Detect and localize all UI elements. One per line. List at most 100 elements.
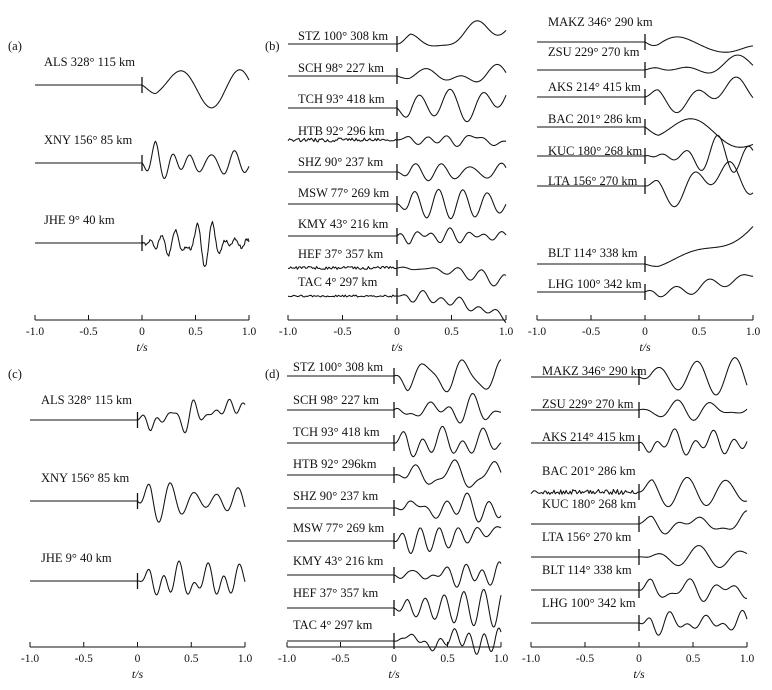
- station-trace: SCH 98° 227 km: [287, 392, 502, 424]
- station-trace: XNY 156° 85 km: [30, 471, 246, 523]
- station-trace: STZ 100° 308 km: [288, 20, 507, 52]
- station-label: LTA 156° 270 km: [548, 174, 638, 188]
- x-tick-label: 0.5: [444, 326, 459, 338]
- x-axis: -1.0 -0.5 0 0.5 1.0 t/s: [26, 315, 256, 354]
- waveform-line: [531, 510, 748, 535]
- waveform-line: [35, 69, 250, 109]
- x-tick-label: 0.5: [188, 326, 203, 338]
- station-trace: KUC 180° 268 km: [531, 497, 748, 535]
- x-axis: -1.0 -0.5 0 0.5 1.0 t/s: [21, 642, 252, 681]
- station-label: MAKZ 346° 290 km: [542, 364, 647, 378]
- panel-label: (d): [265, 367, 280, 381]
- x-axis-label: t/s: [633, 667, 645, 681]
- x-tick-label: -1.0: [522, 653, 540, 665]
- station-label: KUC 180° 268 km: [542, 497, 637, 511]
- station-trace: ALS 328° 115 km: [35, 55, 250, 109]
- x-tick-label: 1.0: [740, 653, 755, 665]
- station-label: STZ 100° 308 km: [293, 360, 383, 374]
- waveform-line: [531, 399, 748, 421]
- x-axis: -1.0 -0.5 0 0.5 1.0 t/s: [279, 315, 514, 354]
- station-label: HEF 37° 357 km: [293, 586, 378, 600]
- station-trace: MAKZ 346° 290 km: [531, 357, 748, 396]
- station-label: BLT 114° 338 km: [548, 246, 638, 260]
- station-trace: SCH 98° 227 km: [288, 61, 507, 84]
- waveform-line: [30, 560, 246, 596]
- station-trace: TCH 93° 418 km: [287, 425, 502, 458]
- x-tick-label: 1.0: [746, 326, 761, 338]
- panel-label: (c): [8, 367, 22, 381]
- x-axis-label: t/s: [136, 340, 148, 354]
- station-label: AKS 214° 415 km: [542, 430, 635, 444]
- waveform-line: [288, 63, 507, 83]
- station-label: LHG 100° 342 km: [542, 596, 636, 610]
- x-axis-label: t/s: [388, 667, 400, 681]
- station-label: TCH 93° 418 km: [293, 425, 380, 439]
- x-tick-label: -0.5: [75, 653, 93, 665]
- station-trace: BAC 201° 286 km: [537, 112, 754, 148]
- station-label: TAC 4° 297 km: [293, 618, 373, 632]
- waveform-line: [287, 265, 507, 287]
- waveform-line: [537, 226, 754, 267]
- station-label: ZSU 229° 270 km: [548, 45, 640, 59]
- waveform-line: [288, 162, 507, 182]
- x-tick-label: 0: [642, 326, 648, 338]
- station-trace: HTB 92° 296km: [287, 457, 502, 488]
- station-label: LTA 156° 270 km: [542, 530, 632, 544]
- station-trace: TAC 4° 297 km: [287, 618, 502, 655]
- x-axis-label: t/s: [639, 340, 651, 354]
- station-trace: JHE 9° 40 km: [35, 213, 250, 267]
- station-trace: ALS 328° 115 km: [30, 393, 246, 434]
- station-trace: KUC 180° 268 km: [537, 134, 754, 173]
- station-trace: MSW 77° 269 km: [287, 521, 502, 555]
- x-tick-label: -0.5: [79, 326, 97, 338]
- x-tick-label: 0.5: [686, 653, 701, 665]
- station-trace: LTA 156° 270 km: [537, 161, 754, 208]
- station-label: MSW 77° 269 km: [298, 186, 390, 200]
- station-label: STZ 100° 308 km: [298, 29, 388, 43]
- waveform-line: [287, 392, 502, 424]
- waveform-line: [287, 425, 502, 458]
- station-trace: LHG 100° 342 km: [531, 596, 748, 636]
- panel-c: (c) ALS 328° 115 km XNY 156° 85 km JHE 9° 4…: [8, 367, 252, 681]
- waveform-line: [288, 227, 507, 245]
- station-trace: BLT 114° 338 km: [537, 226, 754, 272]
- station-label: SCH 98° 227 km: [298, 61, 384, 75]
- station-label: XNY 156° 85 km: [44, 133, 132, 147]
- waveform-line: [287, 134, 506, 147]
- x-tick-label: 0.5: [184, 653, 199, 665]
- waveform-line: [287, 526, 502, 555]
- waveform-line: [288, 20, 507, 47]
- station-label: HEF 37° 357 km: [298, 247, 383, 261]
- x-tick-label: -1.0: [528, 326, 546, 338]
- x-tick-label: -1.0: [278, 653, 296, 665]
- waveform-line: [287, 459, 502, 488]
- station-label: ALS 328° 115 km: [44, 55, 135, 69]
- station-label: AKS 214° 415 km: [548, 80, 641, 94]
- station-label: HTB 92° 296 km: [298, 124, 385, 138]
- waveform-line: [537, 54, 754, 74]
- x-tick-label: -1.0: [21, 653, 39, 665]
- station-trace: AKS 214° 415 km: [537, 76, 754, 114]
- waveform-line: [30, 398, 246, 434]
- station-label: BAC 201° 286 km: [542, 464, 636, 478]
- station-trace: TAC 4° 297 km: [287, 275, 507, 323]
- x-tick-label: 0.5: [440, 653, 455, 665]
- waveform-line: [531, 357, 748, 396]
- station-trace: BAC 201° 286 km: [530, 464, 748, 508]
- x-tick-label: -1.0: [26, 326, 44, 338]
- waveform-line: [35, 140, 250, 180]
- x-tick-label: 1.0: [499, 326, 514, 338]
- x-axis: -1.0 -0.5 0 0.5 1.0 t/s: [528, 315, 761, 354]
- x-tick-label: 0: [636, 653, 642, 665]
- waveform-line: [531, 578, 748, 602]
- station-trace: HEF 37° 357 km: [287, 586, 502, 628]
- station-trace: ZSU 229° 270 km: [537, 45, 754, 78]
- x-tick-label: 0: [135, 653, 141, 665]
- station-trace: KMY 43° 216 km: [287, 554, 502, 588]
- station-label: SHZ 90° 237 km: [293, 489, 378, 503]
- waveform-line: [287, 588, 502, 628]
- x-axis-label: t/s: [132, 667, 144, 681]
- x-tick-label: 0: [139, 326, 145, 338]
- x-axis-label: t/s: [391, 340, 403, 354]
